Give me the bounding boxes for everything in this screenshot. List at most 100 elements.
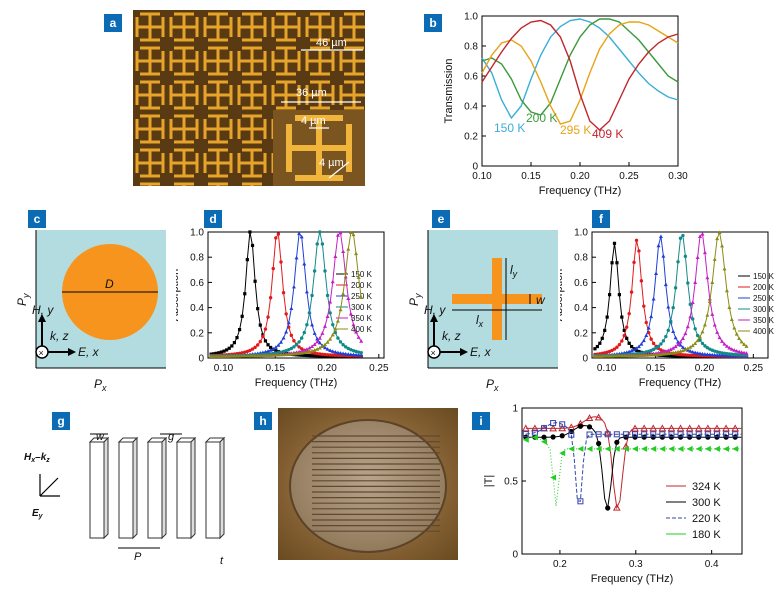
legend-label: 350 K (351, 314, 373, 323)
data-point (240, 353, 245, 358)
data-point (620, 315, 624, 319)
data-point (550, 474, 557, 481)
data-point (235, 336, 239, 340)
data-point (658, 234, 663, 239)
data-point (737, 336, 742, 341)
data-point (667, 424, 676, 432)
panel-f-absorption-chart: 0.10 0.15 0.20 0.25 0 0.2 0.4 0.6 0.8 1.0 Frequenc… (560, 228, 775, 390)
data-point (654, 271, 659, 275)
data-point (659, 431, 666, 438)
data-point (333, 353, 338, 357)
y-tick-label: 0 (512, 550, 518, 561)
y-tick-label: 0.6 (574, 278, 588, 289)
data-point (632, 445, 639, 452)
data-point (320, 344, 325, 349)
data-point (317, 345, 322, 350)
data-point (735, 352, 739, 357)
data-point (558, 424, 567, 432)
data-point (263, 339, 268, 343)
data-point (676, 260, 680, 264)
y-tick-label: 0.6 (190, 278, 204, 289)
data-point (320, 242, 325, 246)
data-point (612, 347, 617, 351)
data-point (617, 293, 621, 297)
data-point (317, 340, 322, 345)
data-point (227, 354, 232, 358)
x-tick-label: 0.10 (214, 363, 234, 374)
data-point (622, 333, 626, 338)
data-point (276, 343, 281, 347)
data-point (276, 352, 281, 357)
data-point (671, 306, 675, 310)
legend-label: 300 K (753, 305, 775, 314)
data-point (742, 342, 747, 346)
panel-label-e: e (432, 210, 450, 228)
data-point (550, 420, 557, 427)
data-point (541, 434, 547, 440)
wire-side (190, 436, 196, 540)
w-label: w (536, 293, 546, 307)
data-point (318, 230, 322, 234)
data-point (705, 275, 710, 280)
data-point (620, 339, 624, 343)
data-point (681, 353, 685, 357)
data-point (666, 354, 670, 358)
data-point (710, 280, 715, 285)
data-point (586, 431, 593, 438)
data-point (330, 349, 335, 353)
data-point (693, 341, 698, 345)
data-point (522, 431, 529, 438)
y-tick-label: 0.6 (464, 72, 478, 83)
data-point (338, 340, 343, 344)
data-point (688, 314, 693, 319)
data-point (695, 445, 702, 452)
data-point (268, 348, 273, 352)
data-point (559, 450, 566, 457)
data-point (333, 350, 338, 354)
data-point (690, 300, 695, 305)
data-point (322, 342, 327, 347)
panel-c-disk-unitcell: D × H, y k, z E, x Py Px (15, 230, 166, 393)
data-point (255, 353, 260, 358)
data-point (354, 352, 359, 357)
data-point (312, 348, 317, 352)
legend-label: 324 K (692, 481, 721, 493)
legend-label: 150 K (351, 270, 373, 279)
series-line (594, 234, 747, 357)
data-point (234, 354, 239, 358)
data-point (704, 431, 711, 438)
data-point (644, 333, 649, 338)
data-point (219, 350, 224, 354)
x-tick-label: 0.20 (317, 363, 337, 374)
data-point (715, 353, 720, 357)
data-point (659, 445, 666, 452)
data-point (338, 351, 343, 355)
data-point (341, 291, 346, 296)
data-point (676, 424, 685, 432)
data-point (331, 322, 335, 327)
data-point (678, 352, 683, 357)
data-point (286, 320, 291, 325)
panel-label-b: b (424, 14, 442, 32)
data-point (271, 353, 276, 357)
x-tick-label: 0.25 (369, 363, 389, 374)
data-point (659, 342, 663, 346)
legend-label: 400 K (753, 327, 775, 336)
data-point (278, 340, 283, 344)
px-label: Px (486, 377, 499, 393)
data-point (328, 353, 332, 357)
data-point (717, 335, 722, 340)
data-point (625, 325, 629, 329)
data-point (661, 339, 666, 343)
y-tick-label: 0.8 (190, 253, 204, 264)
x-tick-label: 0.30 (668, 171, 688, 182)
data-point (343, 345, 348, 349)
data-point (318, 354, 322, 358)
panel-i-transmission-chart: 0.2 0.3 0.4 0 0.5 1 Frequency (THz) |T| 324 K 300… (483, 404, 743, 585)
data-point (240, 314, 244, 318)
data-point (346, 247, 351, 251)
data-point (677, 445, 684, 452)
data-point (240, 351, 244, 355)
data-point (322, 345, 327, 350)
data-point (261, 334, 265, 339)
